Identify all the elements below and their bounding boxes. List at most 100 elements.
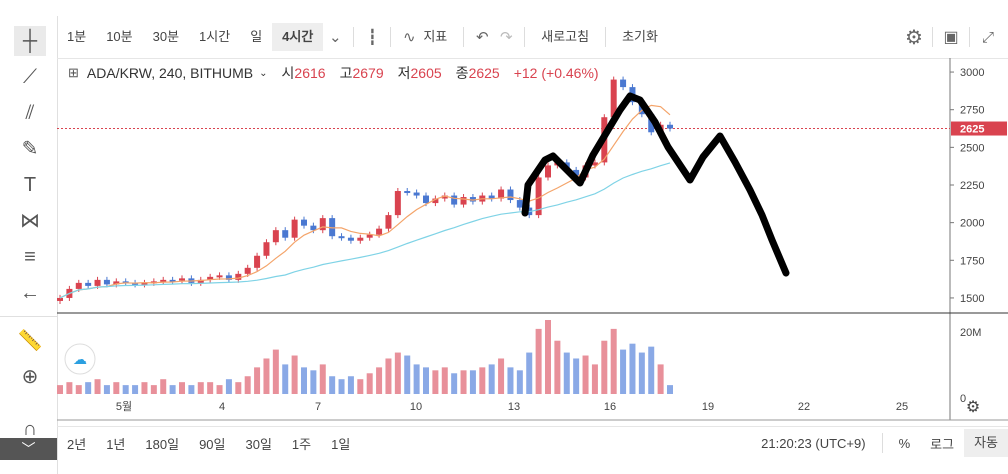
brush-icon[interactable]: ✎ [21, 138, 39, 160]
volume-bar [573, 358, 580, 394]
candle-body [413, 192, 420, 196]
collapse-toolbar-icon[interactable]: ﹀ [0, 438, 57, 460]
volume-bar [263, 358, 270, 394]
candle-body [301, 219, 307, 226]
symbol-dropdown-icon[interactable]: ⌄ [259, 67, 268, 79]
crosshair-icon[interactable]: ┼ [14, 26, 46, 56]
price-tick-label: 2500 [960, 142, 984, 154]
range-90d[interactable]: 90일 [199, 436, 226, 452]
range-30d[interactable]: 30일 [245, 436, 272, 452]
volume-bar [291, 355, 298, 394]
chevron-down-icon[interactable]: ⌄ [329, 29, 342, 46]
candle-body [132, 282, 139, 285]
candle-body [554, 162, 561, 166]
bottom-toolbar: 2년 1년 180일 90일 30일 1주 1일 21:20:23 (UTC+9… [57, 426, 1008, 459]
settings-gear-icon[interactable]: ⚙ [905, 26, 923, 49]
candle-body [385, 215, 392, 229]
symbol-name[interactable]: ADA/KRW, 240, BITHUMB [86, 65, 254, 81]
high-label: 고 [339, 65, 353, 81]
volume-bar [75, 385, 82, 394]
interval-4h[interactable]: 4시간 [272, 23, 324, 51]
candle-body [357, 237, 364, 241]
interval-10m[interactable]: 10분 [106, 29, 133, 44]
percent-scale-button[interactable]: % [898, 435, 911, 451]
time-tick-label: 5월 [116, 400, 132, 413]
time-tick-label: 7 [315, 401, 321, 413]
volume-bar [329, 376, 336, 394]
price-tick-label: 1750 [960, 255, 984, 267]
volume-bar [507, 367, 514, 394]
candle-body [197, 279, 204, 283]
candle-body [526, 207, 533, 216]
high-value: 2679 [352, 65, 384, 81]
interval-30m[interactable]: 30분 [152, 29, 180, 44]
refresh-button[interactable]: 새로고침 [541, 29, 590, 44]
pitchfork-icon[interactable]: ⫽ [25, 102, 35, 124]
volume-bar [132, 385, 139, 394]
range-1w[interactable]: 1주 [291, 436, 312, 452]
add-symbol-icon[interactable]: ⊞ [68, 65, 79, 80]
candle-body [85, 282, 92, 286]
price-tick-label: 2250 [960, 180, 984, 192]
interval-1d[interactable]: 일 [250, 29, 263, 44]
volume-tick-label: 20M [960, 327, 981, 339]
candle-body [507, 189, 514, 201]
low-label: 저 [397, 65, 411, 81]
zoom-in-icon[interactable]: ⊕ [21, 366, 39, 388]
volume-bar [310, 370, 317, 394]
text-tool-icon[interactable]: T [23, 174, 37, 196]
time-tick-label: 10 [410, 401, 422, 413]
interval-1m[interactable]: 1분 [67, 29, 87, 44]
interval-1h[interactable]: 1시간 [199, 29, 231, 44]
pattern-icon[interactable]: ⋈ [20, 210, 40, 232]
reset-button[interactable]: 초기화 [622, 29, 658, 44]
candlestick-type-icon[interactable]: ┇ [367, 29, 377, 46]
volume-bar [319, 364, 326, 394]
volume-bar [141, 382, 148, 394]
volume-bar [103, 385, 110, 394]
auto-scale-button[interactable]: 자동 [964, 429, 1008, 457]
range-2y[interactable]: 2년 [67, 436, 87, 452]
volume-bar [188, 385, 195, 394]
candle-body [207, 276, 214, 280]
volume-bar [610, 328, 617, 394]
volume-bar [235, 382, 242, 394]
volume-bar [460, 370, 467, 394]
candle-body [329, 218, 336, 237]
candle-body [451, 195, 458, 205]
magnet-icon[interactable]: ∩ [22, 418, 38, 440]
price-tick-label: 2000 [960, 218, 984, 230]
undo-icon[interactable]: ↶ [475, 29, 489, 46]
candle-body [535, 177, 542, 216]
ruler-icon[interactable]: 📏 [17, 330, 43, 352]
volume-bar [366, 373, 373, 394]
clock: 21:20:23 (UTC+9) [761, 435, 866, 451]
trendline-icon[interactable]: ⟋ [23, 66, 37, 88]
range-1d[interactable]: 1일 [331, 436, 351, 452]
back-arrow-icon[interactable]: ← [20, 282, 40, 304]
range-180d[interactable]: 180일 [145, 436, 180, 452]
candle-body [113, 281, 120, 285]
current-price-label: 2625 [960, 124, 984, 136]
candle-body [75, 282, 82, 289]
candle-body [591, 162, 598, 166]
range-1y[interactable]: 1년 [106, 436, 126, 452]
volume-bar [225, 379, 232, 394]
volume-bar [554, 340, 561, 394]
candle-body [141, 282, 148, 285]
fib-icon[interactable]: ≡ [24, 246, 36, 268]
indicators-button[interactable]: 지표 [423, 29, 448, 44]
candle-body [216, 275, 223, 278]
change-value: +12 (+0.46%) [513, 65, 599, 81]
fullscreen-icon[interactable]: ⤢ [981, 28, 994, 46]
volume-bar [244, 376, 251, 394]
volume-bar [432, 370, 439, 394]
candle-body [366, 234, 373, 238]
redo-icon[interactable]: ↷ [499, 29, 513, 46]
camera-icon[interactable]: ▣ [943, 29, 959, 46]
log-scale-button[interactable]: 로그 [930, 436, 955, 452]
volume-bar [667, 385, 673, 394]
volume-bar [197, 382, 204, 394]
candle-body [160, 279, 167, 282]
candle-body [310, 225, 317, 231]
